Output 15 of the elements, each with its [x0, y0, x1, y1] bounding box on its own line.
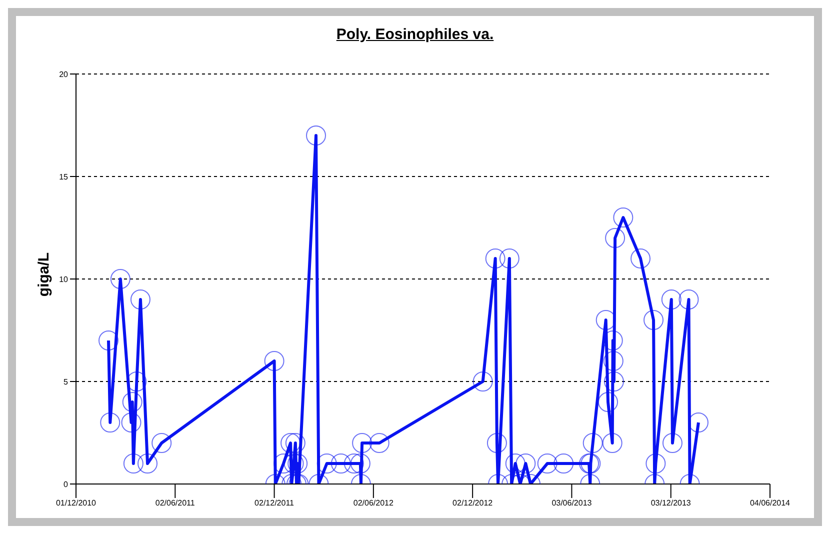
x-tick-label: 02/12/2012 [452, 498, 494, 508]
x-tick-label: 03/12/2013 [650, 498, 692, 508]
x-tick-label: 04/06/2014 [750, 498, 791, 508]
y-tick-label: 5 [64, 377, 69, 386]
x-tick-label: 02/12/2011 [254, 498, 295, 508]
y-axis-title: giga/L [36, 251, 52, 299]
x-tick-label: 03/06/2013 [552, 498, 592, 508]
y-tick-label: 20 [59, 70, 69, 79]
x-tick-label: 02/06/2012 [353, 498, 394, 508]
y-tick-label: 15 [59, 172, 69, 182]
x-tick-label: 02/06/2011 [155, 498, 196, 508]
y-tick-label: 0 [64, 480, 69, 489]
chart-title: Poly. Eosinophiles va. [335, 26, 495, 43]
y-tick-label: 10 [59, 274, 69, 284]
x-tick-label: 01/12/2010 [56, 498, 97, 508]
